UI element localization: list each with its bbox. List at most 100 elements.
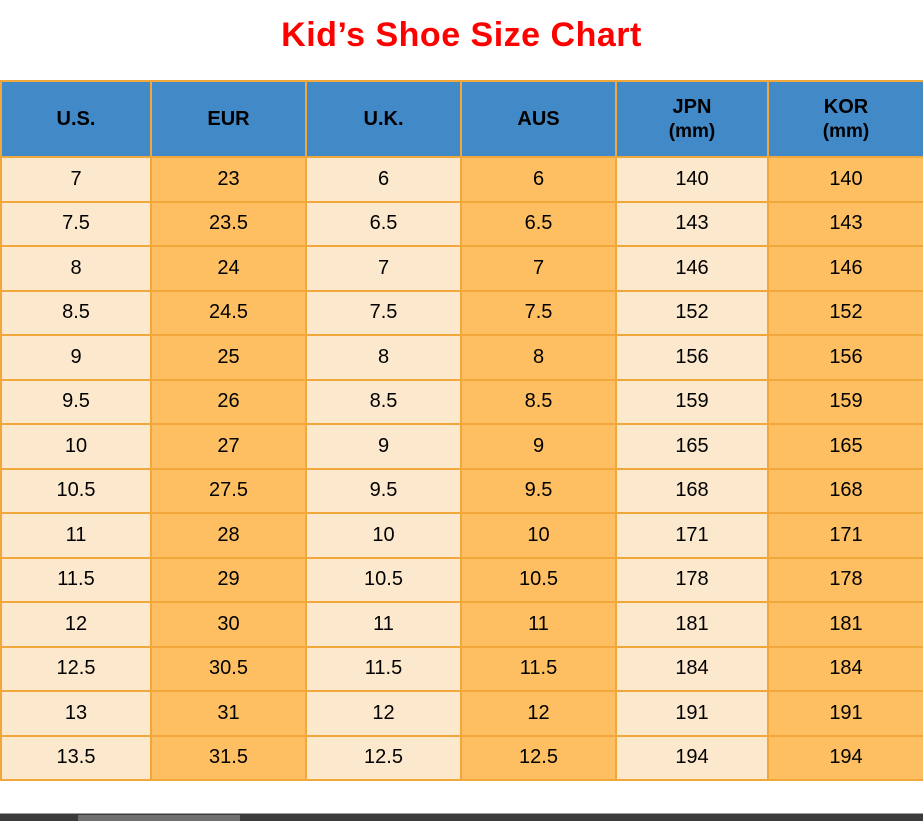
horizontal-scrollbar[interactable] (0, 813, 923, 821)
table-cell: 194 (767, 734, 923, 781)
table-cell: 13.5 (0, 734, 152, 781)
table-row: 7.5 23.5 6.5 6.5 143 143 (0, 200, 923, 247)
table-cell: 8 (305, 334, 462, 381)
table-cell: 28 (150, 512, 307, 559)
table-cell: 194 (615, 734, 769, 781)
table-cell: 30.5 (150, 645, 307, 692)
table-cell: 10.5 (305, 556, 462, 603)
table-cell: 25 (150, 334, 307, 381)
table-cell: 12.5 (0, 645, 152, 692)
table-row: 11 28 10 10 171 171 (0, 512, 923, 559)
table-cell: 165 (767, 423, 923, 470)
table-cell: 12.5 (460, 734, 617, 781)
header-row: U.S. EUR U.K. AUS JPN (mm) KOR (mm) (0, 80, 923, 158)
table-cell: 8.5 (305, 378, 462, 425)
table-row: 8 24 7 7 146 146 (0, 245, 923, 292)
table-cell: 6.5 (305, 200, 462, 247)
table-cell: 12 (305, 690, 462, 737)
table-cell: 168 (615, 467, 769, 514)
table-cell: 23 (150, 156, 307, 203)
header-label: JPN (672, 95, 712, 118)
header-cell-jpn: JPN (mm) (615, 80, 769, 158)
table-cell: 13 (0, 690, 152, 737)
header-label: U.K. (363, 107, 404, 130)
table-header: U.S. EUR U.K. AUS JPN (mm) KOR (mm) (0, 80, 923, 158)
table-cell: 11 (305, 601, 462, 648)
table-cell: 152 (615, 289, 769, 336)
table-cell: 26 (150, 378, 307, 425)
table-cell: 8 (460, 334, 617, 381)
header-cell-uk: U.K. (305, 80, 462, 158)
table-cell: 191 (615, 690, 769, 737)
table-cell: 171 (615, 512, 769, 559)
header-label: KOR (823, 95, 869, 118)
table-cell: 7 (0, 156, 152, 203)
table-cell: 178 (615, 556, 769, 603)
table-cell: 27 (150, 423, 307, 470)
table-cell: 7.5 (0, 200, 152, 247)
table-cell: 140 (767, 156, 923, 203)
table-cell: 7.5 (460, 289, 617, 336)
shoe-size-table: U.S. EUR U.K. AUS JPN (mm) KOR (mm) 7 23 6 6 1… (0, 80, 923, 781)
header-cell-us: U.S. (0, 80, 152, 158)
table-row: 12 30 11 11 181 181 (0, 601, 923, 648)
page-title: Kid’s Shoe Size Chart (281, 16, 642, 54)
table-cell: 31 (150, 690, 307, 737)
header-label: EUR (207, 107, 250, 130)
table-cell: 30 (150, 601, 307, 648)
table-cell: 156 (767, 334, 923, 381)
table-cell: 9 (460, 423, 617, 470)
table-cell: 12.5 (305, 734, 462, 781)
table-row: 9.5 26 8.5 8.5 159 159 (0, 378, 923, 425)
table-cell: 6 (305, 156, 462, 203)
table-cell: 9.5 (460, 467, 617, 514)
table-row: 10 27 9 9 165 165 (0, 423, 923, 470)
table-cell: 181 (767, 601, 923, 648)
table-cell: 8 (0, 245, 152, 292)
table-row: 12.5 30.5 11.5 11.5 184 184 (0, 645, 923, 692)
table-cell: 146 (767, 245, 923, 292)
table-cell: 10 (460, 512, 617, 559)
table-cell: 12 (0, 601, 152, 648)
table-row: 13.5 31.5 12.5 12.5 194 194 (0, 734, 923, 781)
table-cell: 184 (615, 645, 769, 692)
table-cell: 9 (0, 334, 152, 381)
table-cell: 24 (150, 245, 307, 292)
table-row: 10.5 27.5 9.5 9.5 168 168 (0, 467, 923, 514)
table-cell: 165 (615, 423, 769, 470)
table-row: 7 23 6 6 140 140 (0, 156, 923, 203)
table-cell: 6.5 (460, 200, 617, 247)
table-cell: 31.5 (150, 734, 307, 781)
table-cell: 7 (460, 245, 617, 292)
table-row: 8.5 24.5 7.5 7.5 152 152 (0, 289, 923, 336)
table-cell: 11.5 (0, 556, 152, 603)
table-cell: 11.5 (460, 645, 617, 692)
table-body: 7 23 6 6 140 140 7.5 23.5 6.5 6.5 143 143 8 24 7 7 146 14… (0, 156, 923, 781)
header-sublabel: (mm) (822, 120, 870, 142)
table-cell: 9.5 (0, 378, 152, 425)
table-cell: 140 (615, 156, 769, 203)
header-sublabel: (mm) (668, 120, 716, 142)
table-cell: 29 (150, 556, 307, 603)
table-cell: 12 (460, 690, 617, 737)
table-cell: 143 (767, 200, 923, 247)
table-cell: 10 (0, 423, 152, 470)
header-cell-aus: AUS (460, 80, 617, 158)
table-cell: 7.5 (305, 289, 462, 336)
header-cell-kor: KOR (mm) (767, 80, 923, 158)
table-cell: 184 (767, 645, 923, 692)
table-cell: 11.5 (305, 645, 462, 692)
table-cell: 7 (305, 245, 462, 292)
table-cell: 159 (615, 378, 769, 425)
table-cell: 9 (305, 423, 462, 470)
table-cell: 168 (767, 467, 923, 514)
table-row: 13 31 12 12 191 191 (0, 690, 923, 737)
table-cell: 9.5 (305, 467, 462, 514)
table-cell: 171 (767, 512, 923, 559)
table-cell: 8.5 (460, 378, 617, 425)
table-cell: 191 (767, 690, 923, 737)
scrollbar-thumb[interactable] (78, 815, 240, 821)
table-cell: 8.5 (0, 289, 152, 336)
table-cell: 152 (767, 289, 923, 336)
table-cell: 6 (460, 156, 617, 203)
